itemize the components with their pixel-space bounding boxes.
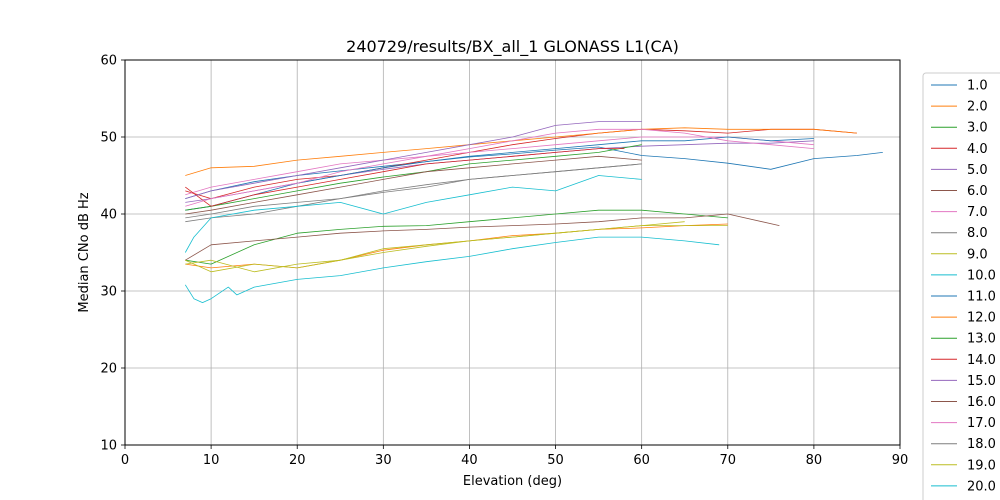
series-line-19-0 [185, 225, 728, 273]
x-tick-label: 0 [121, 453, 129, 468]
legend-label: 10.0 [967, 268, 996, 283]
legend-label: 11.0 [967, 290, 996, 305]
series-line-20-0 [184, 175, 642, 253]
legend-label: 1.0 [967, 79, 988, 94]
legend-label: 17.0 [967, 416, 996, 431]
y-tick-label: 20 [100, 362, 117, 377]
y-tick-label: 40 [100, 208, 117, 223]
legend-label: 8.0 [967, 226, 988, 241]
plot-frame [124, 59, 901, 446]
legend: 1.0 2.0 3.0 4.0 5.0 6.0 7.0 8.0 9.0 10.0 11.0 12.0 1… [922, 72, 1000, 500]
series-line-14-0 [185, 148, 625, 207]
x-tick-label: 70 [720, 453, 737, 468]
legend-label: 3.0 [967, 121, 988, 136]
x-tick-label: 20 [289, 453, 306, 468]
axis-ticks: 0 10 20 30 40 50 60 70 80 90 10 20 30 40 50 60 [100, 54, 908, 469]
y-tick-label: 30 [100, 285, 117, 300]
legend-label: 6.0 [967, 184, 988, 199]
legend-label: 18.0 [967, 437, 996, 452]
legend-label: 7.0 [967, 205, 988, 220]
legend-label: 19.0 [967, 458, 996, 473]
series-line-11-0 [185, 136, 814, 211]
legend-label: 5.0 [967, 163, 988, 178]
x-tick-label: 50 [547, 453, 564, 468]
x-tick-label: 40 [461, 453, 478, 468]
series-lines [184, 121, 883, 304]
series-line-3-0 [185, 209, 728, 265]
legend-frame [922, 72, 1000, 500]
chart-title: 240729/results/BX_all_1 GLONASS L1(CA) [346, 37, 679, 57]
legend-label: 9.0 [967, 247, 988, 262]
legend-label: 13.0 [967, 332, 996, 347]
series-line-6-0 [185, 213, 780, 261]
legend-label: 15.0 [967, 374, 996, 389]
legend-label: 2.0 [967, 100, 988, 115]
series-line-13-0 [185, 144, 642, 211]
x-tick-label: 30 [375, 453, 392, 468]
series-line-10-0 [184, 236, 720, 304]
x-axis-label: Elevation (deg) [463, 474, 562, 489]
x-tick-label: 60 [633, 453, 650, 468]
legend-label: 20.0 [967, 479, 996, 494]
legend-label: 4.0 [967, 142, 988, 157]
x-tick-label: 80 [806, 453, 823, 468]
y-tick-label: 50 [100, 131, 117, 146]
legend-label: 12.0 [967, 311, 996, 326]
series-line-16-0 [185, 155, 642, 215]
series-line-18-0 [185, 163, 642, 219]
y-tick-label: 60 [100, 54, 117, 69]
legend-label: 14.0 [967, 353, 996, 368]
x-tick-label: 90 [892, 453, 909, 468]
series-line-4-0 [185, 128, 857, 200]
series-line-15-0 [185, 121, 642, 199]
y-axis-label: Median CNo dB Hz [77, 192, 92, 312]
series-line-17-0 [185, 128, 814, 207]
legend-label: 16.0 [967, 395, 996, 410]
y-tick-label: 10 [100, 439, 117, 454]
x-tick-label: 10 [203, 453, 220, 468]
